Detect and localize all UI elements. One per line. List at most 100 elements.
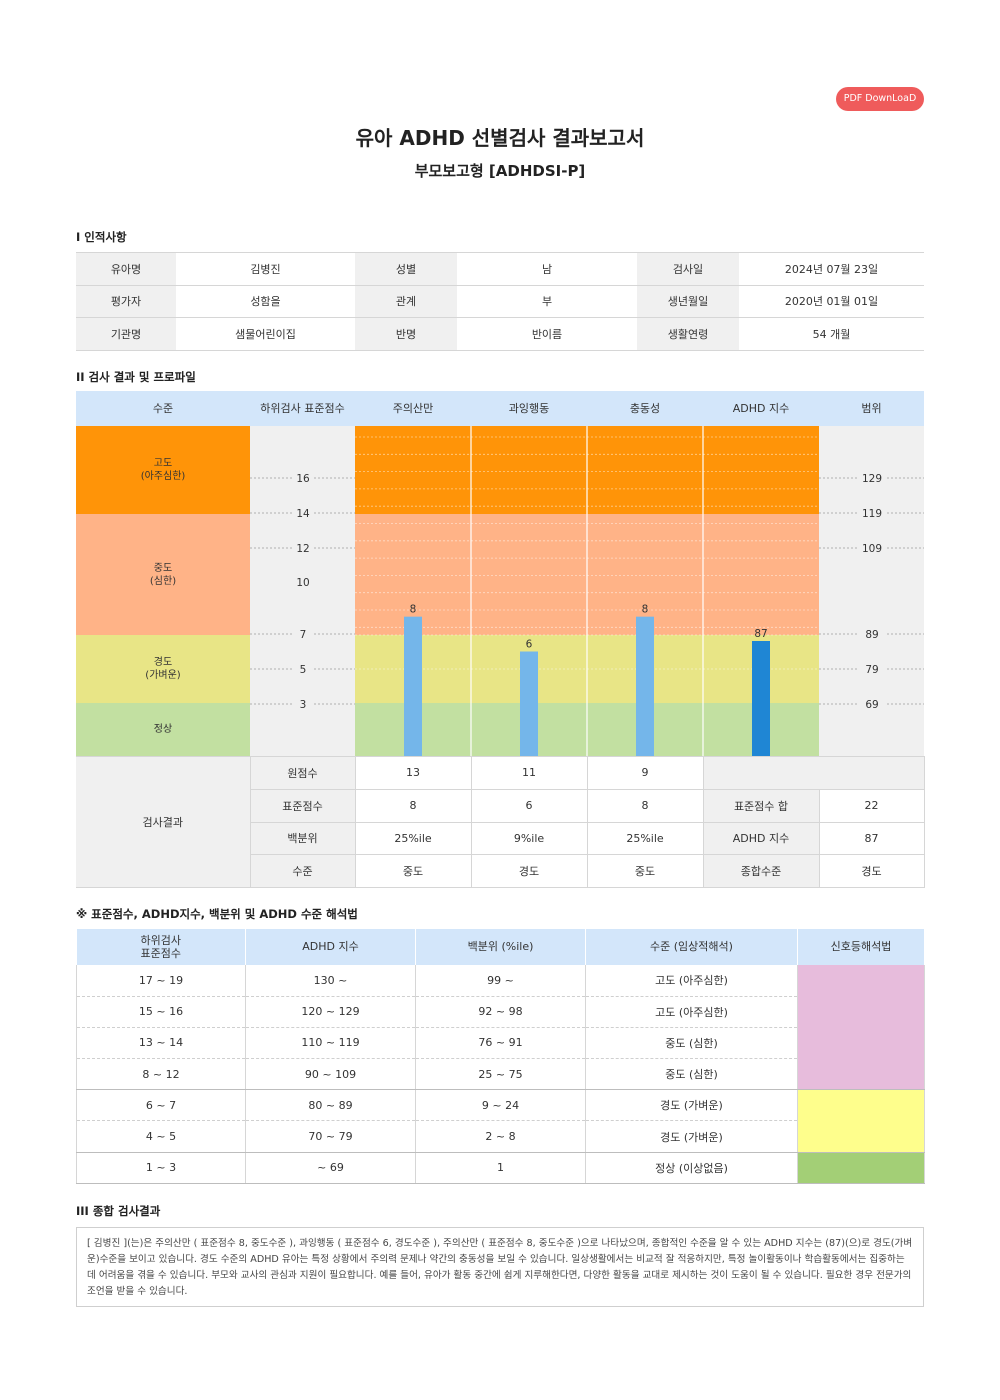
range-tick-bg (859, 472, 885, 484)
subtest-tick-label: 3 (300, 699, 307, 711)
header-impulsivity: 충동성 (629, 402, 661, 415)
info-row: 평가자 성함을 관계 부 생년월일 2020년 01월 01일 (76, 284, 924, 319)
interp-cell: ~ 69 (245, 1152, 416, 1184)
subtest-tick-bg (293, 472, 313, 484)
interp-cell: 1 (415, 1152, 586, 1184)
info-value: 김병진 (176, 252, 355, 286)
raw-impulsivity: 9 (586, 756, 704, 790)
bar-1 (404, 616, 422, 756)
range-tick-bg (859, 698, 885, 710)
results-table: 검사결과 원점수 13 11 9 표준점수 8 6 8 표준점수 합 22 백분… (76, 756, 925, 888)
value-standard-sum: 22 (818, 788, 925, 823)
range-tick-label: 129 (862, 473, 882, 485)
zone-severe: 고도 (아주심한) (76, 426, 250, 514)
subtest-tick-bg (293, 698, 313, 710)
summary-text: [ 김병진 ](는)은 주의산만 ( 표준점수 8, 중도수준 ), 과잉행동 … (76, 1227, 924, 1307)
raw-empty-cell (702, 756, 925, 790)
table-row: 17 ~ 19 130 ~99 ~ 고도 (아주심한) (76, 965, 925, 1091)
interp-header: 하위검사 표준점수 (76, 929, 246, 965)
interp-cell: 2 ~ 8 (415, 1120, 586, 1153)
section-interpretation-title: ※ 표준점수, ADHD지수, 백분위 및 ADHD 수준 해석법 (76, 907, 358, 921)
standard-inattention: 8 (354, 788, 472, 823)
personal-info-table: 유아명 김병진 성별 남 검사일 2024년 07월 23일 평가자 성함을 관계 부 생년월일 20… (76, 252, 924, 351)
header-adhd-index: ADHD 지수 (732, 402, 790, 415)
interp-cell: 경도 (가벼운) (585, 1120, 798, 1153)
range-tick-bg (859, 507, 885, 519)
interp-cell: 120 ~ 129 (245, 996, 416, 1028)
info-label: 검사일 (637, 252, 739, 286)
range-tick-bg (859, 542, 885, 554)
subtest-tick-bg (293, 628, 313, 640)
bar-value-label: 87 (754, 628, 767, 640)
bar-3 (636, 616, 654, 756)
header-inattention: 주의산만 (392, 402, 434, 415)
label-adhd-index: ADHD 지수 (702, 821, 820, 856)
info-label: 생활연령 (637, 317, 739, 351)
interp-cell: 70 ~ 79 (245, 1120, 416, 1153)
info-label: 반명 (355, 317, 457, 351)
info-value: 2024년 07월 23일 (739, 252, 924, 286)
interp-cell: 4 ~ 5 (76, 1120, 246, 1153)
info-value: 반이름 (457, 317, 637, 351)
interp-cell: 76 ~ 91 (415, 1027, 586, 1060)
info-value: 54 개월 (739, 317, 924, 351)
interp-cell: 중도 (심한) (585, 1058, 798, 1091)
interp-cell: 25 ~ 75 (415, 1058, 586, 1091)
row-label-level: 수준 (249, 854, 356, 888)
subtest-tick-label: 14 (296, 508, 310, 520)
subtest-tick-label: 5 (300, 664, 307, 676)
bar-value-label: 8 (642, 604, 649, 616)
interp-header: 신호등해석법 (797, 929, 925, 965)
bar-4 (752, 641, 770, 756)
subtest-tick-label: 16 (296, 473, 310, 485)
signal-color-cell (797, 1152, 925, 1184)
range-tick-bg (859, 663, 885, 675)
header-range: 범위 (861, 402, 882, 415)
interp-header: ADHD 지수 (245, 929, 416, 965)
raw-inattention: 13 (354, 756, 472, 790)
info-row: 기관명 샘물어린이집 반명 반이름 생활연령 54 개월 (76, 317, 924, 351)
interp-cell: 6 ~ 7 (76, 1089, 246, 1122)
interpretation-table: 하위검사 표준점수 ADHD 지수 백분위 (%ile) 수준 (임상적해석) 신호등해… (76, 929, 925, 1184)
report-title: 유아 ADHD 선별검사 결과보고서 (355, 126, 645, 150)
profile-header-row (76, 391, 924, 426)
interp-header: 수준 (임상적해석) (585, 929, 798, 965)
table-row: 1 ~ 3 ~ 69 1 정상 (이상없음) (76, 1152, 925, 1184)
level-hyperactivity: 경도 (470, 854, 588, 888)
zone-moderate: 중도 (심한) (76, 514, 250, 635)
header-subtest-score: 하위검사 표준점수 (260, 402, 345, 415)
value-overall-level: 경도 (818, 854, 925, 888)
subtest-tick-label: 7 (300, 629, 307, 641)
row-label-percentile: 백분위 (249, 821, 356, 856)
header-hyperactivity: 과잉행동 (508, 402, 550, 415)
section-profile-title: II 검사 결과 및 프로파일 (76, 370, 196, 384)
info-value: 부 (457, 284, 637, 319)
info-row: 유아명 김병진 성별 남 검사일 2024년 07월 23일 (76, 252, 924, 286)
standard-impulsivity: 8 (586, 788, 704, 823)
subtest-tick-bg (293, 542, 313, 554)
label-standard-sum: 표준점수 합 (702, 788, 820, 823)
info-label: 성별 (355, 252, 457, 286)
level-impulsivity: 중도 (586, 854, 704, 888)
interp-cell: 1 ~ 3 (76, 1152, 246, 1184)
table-row: 15 ~ 16 120 ~ 129 92 ~ 98 고도 (아주심한) (76, 996, 925, 1028)
interp-cell: 17 ~ 19 (76, 965, 246, 997)
standard-hyperactivity: 6 (470, 788, 588, 823)
report-subtitle: 부모보고형 [ADHDSI-P] (414, 162, 586, 180)
results-label: 검사결과 (76, 756, 251, 888)
interp-cell: 중도 (심한) (585, 1027, 798, 1060)
table-row: 4 ~ 5 70 ~ 79 2 ~ 8 경도 (가벼운) (76, 1120, 925, 1153)
pdf-download-button[interactable]: PDF DownLoaD (836, 87, 924, 111)
section-personal-title: I 인적사항 (76, 230, 127, 244)
zone-mild: 경도 (가벼운) (76, 635, 250, 703)
range-tick-label: 89 (865, 629, 878, 641)
row-label-raw: 원점수 (249, 756, 356, 790)
interp-cell: 9 ~ 24 (415, 1089, 586, 1122)
info-label: 기관명 (76, 317, 176, 351)
interp-header: 백분위 (%ile) (415, 929, 586, 965)
table-row: 6 ~ 7 80 ~ 89 9 ~ 24 경도 (가벼운) (76, 1089, 925, 1153)
info-label: 생년월일 (637, 284, 739, 319)
interp-cell: 92 ~ 98 (415, 996, 586, 1028)
bar-value-label: 8 (410, 604, 417, 616)
range-tick-label: 119 (862, 508, 882, 520)
